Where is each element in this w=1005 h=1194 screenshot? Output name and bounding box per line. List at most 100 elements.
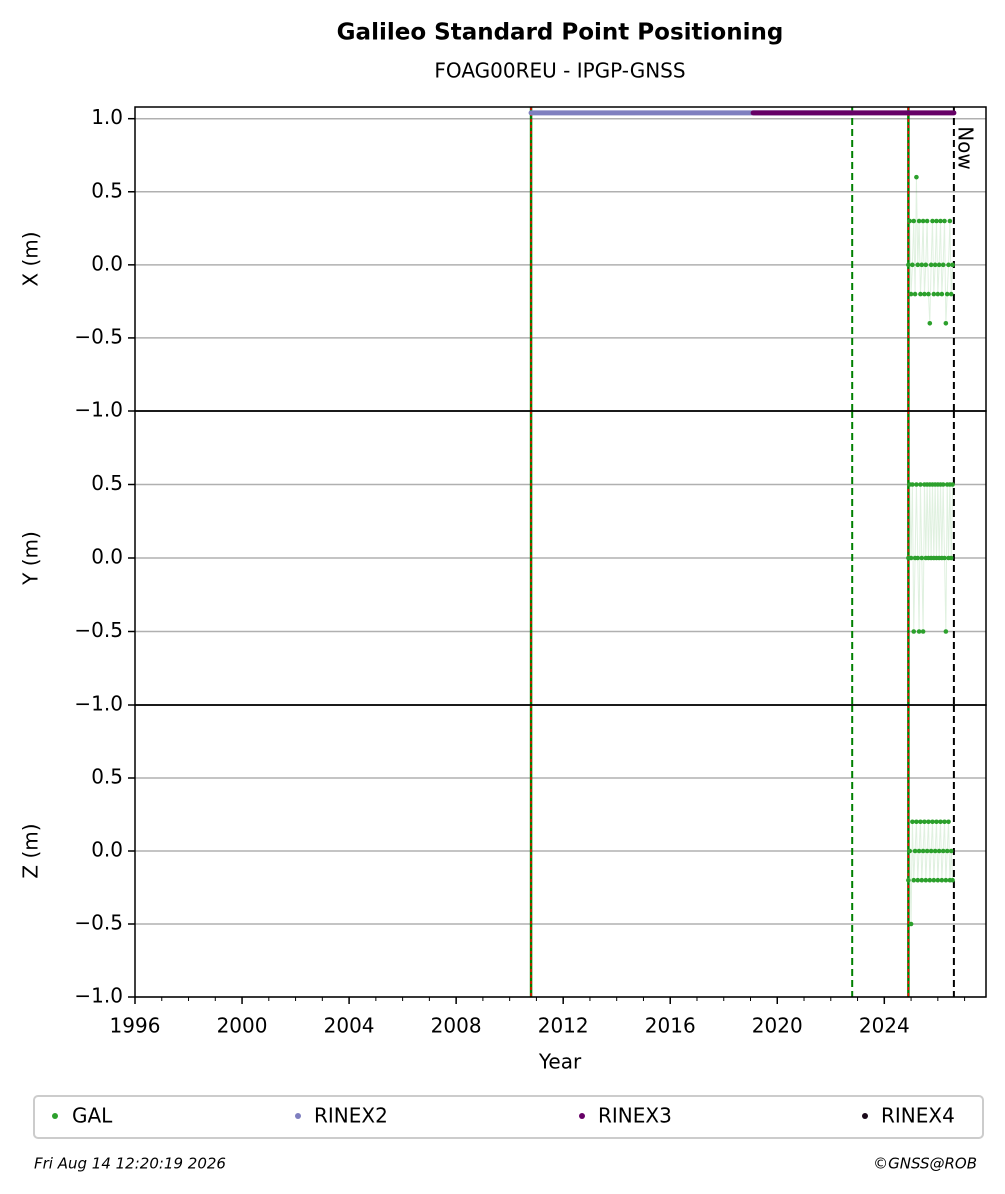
y-axis-label: X (m)	[19, 231, 43, 286]
gal-point	[908, 291, 914, 297]
gal-point	[912, 848, 918, 854]
y-tick-label: 0.5	[91, 178, 123, 202]
gal-point	[930, 218, 935, 224]
gal-point	[915, 262, 921, 268]
gal-point	[942, 218, 947, 224]
gal-point	[947, 218, 953, 224]
gal-point	[920, 629, 926, 634]
gal-line	[907, 177, 954, 324]
gal-point	[908, 921, 914, 927]
panel-frame	[134, 704, 987, 998]
gal-point	[919, 262, 925, 268]
gal-point	[906, 262, 911, 268]
legend-marker	[579, 1113, 585, 1119]
legend-label: RINEX4	[881, 1104, 955, 1128]
gal-point	[943, 629, 949, 634]
x-tick-label: 2020	[752, 1014, 803, 1038]
gal-point	[915, 555, 921, 561]
legend-marker	[862, 1113, 868, 1119]
gal-point	[934, 819, 939, 825]
gal-point	[942, 819, 947, 825]
gal-point	[948, 291, 954, 297]
gal-point	[940, 262, 946, 268]
y-tick-label: −0.5	[74, 618, 123, 642]
x-axis-label: Year	[538, 1050, 582, 1074]
gal-point	[911, 218, 917, 224]
gal-point	[908, 555, 914, 561]
gal-point	[922, 291, 927, 297]
y-tick-label: 0.0	[91, 838, 123, 862]
y-tick-label: −1.0	[74, 984, 123, 1008]
gal-point	[931, 877, 937, 883]
gal-point	[950, 262, 955, 268]
y-tick-label: −0.5	[74, 324, 123, 348]
gal-point	[936, 262, 942, 268]
legend-box	[33, 1095, 984, 1139]
gal-point	[916, 629, 922, 634]
gal-point	[946, 819, 951, 825]
x-tick-label: 2016	[645, 1014, 696, 1038]
x-tick-label: 2000	[217, 1014, 268, 1038]
gal-point	[940, 482, 946, 487]
chart-title: Galileo Standard Point Positioning	[337, 20, 784, 46]
gal-point	[911, 877, 917, 883]
gal-point	[918, 291, 923, 297]
gal-point	[928, 848, 934, 854]
gal-point	[920, 218, 926, 224]
x-tick-label: 2004	[324, 1014, 375, 1038]
gal-point	[926, 819, 931, 825]
gal-point	[910, 262, 915, 268]
gal-point	[919, 555, 925, 561]
gal-point	[927, 877, 933, 883]
legend-label: GAL	[72, 1104, 113, 1128]
panel-frame	[134, 106, 987, 412]
gal-point	[932, 262, 938, 268]
gal-point	[944, 291, 950, 297]
gal-point	[916, 848, 922, 854]
gal-point	[914, 819, 919, 825]
legend-marker	[52, 1113, 58, 1119]
gal-point	[907, 848, 913, 854]
gal-point	[930, 819, 935, 825]
gal-point	[948, 555, 954, 561]
gal-point	[914, 174, 919, 180]
gal-point	[946, 262, 951, 268]
gal-point	[924, 218, 930, 224]
now-label: Now	[953, 126, 977, 170]
gal-line	[907, 821, 954, 925]
gal-point	[920, 848, 926, 854]
footer-credit: ©GNSS@ROB	[873, 1155, 977, 1173]
x-tick-label: 2012	[538, 1014, 589, 1038]
gal-line	[907, 484, 954, 632]
gal-point	[918, 482, 923, 487]
gal-point	[907, 218, 913, 224]
gal-point	[935, 877, 941, 883]
y-tick-label: 1.0	[91, 105, 123, 129]
gal-point	[912, 291, 918, 297]
gal-point	[943, 321, 949, 326]
gal-point	[919, 877, 925, 883]
gal-point	[923, 877, 929, 883]
gal-point	[926, 291, 931, 297]
legend-label: RINEX3	[598, 1104, 672, 1128]
gal-point	[928, 262, 934, 268]
gal-point	[914, 482, 919, 487]
footer-date: Fri Aug 14 12:20:19 2026	[34, 1155, 226, 1173]
gal-point	[935, 291, 941, 297]
gal-point	[942, 555, 947, 561]
gal-point	[918, 819, 923, 825]
gal-point	[931, 291, 937, 297]
gal-point	[911, 629, 917, 634]
y-axis-label: Y (m)	[19, 531, 43, 586]
gal-point	[950, 482, 955, 487]
gal-point	[944, 848, 950, 854]
gal-point	[906, 877, 911, 883]
legend-label: RINEX2	[314, 1104, 388, 1128]
gal-point	[924, 848, 930, 854]
y-axis-label: Z (m)	[19, 823, 43, 878]
gal-point	[938, 819, 943, 825]
gal-point	[950, 877, 955, 883]
y-tick-label: 0.0	[91, 545, 123, 569]
gal-point	[943, 877, 949, 883]
